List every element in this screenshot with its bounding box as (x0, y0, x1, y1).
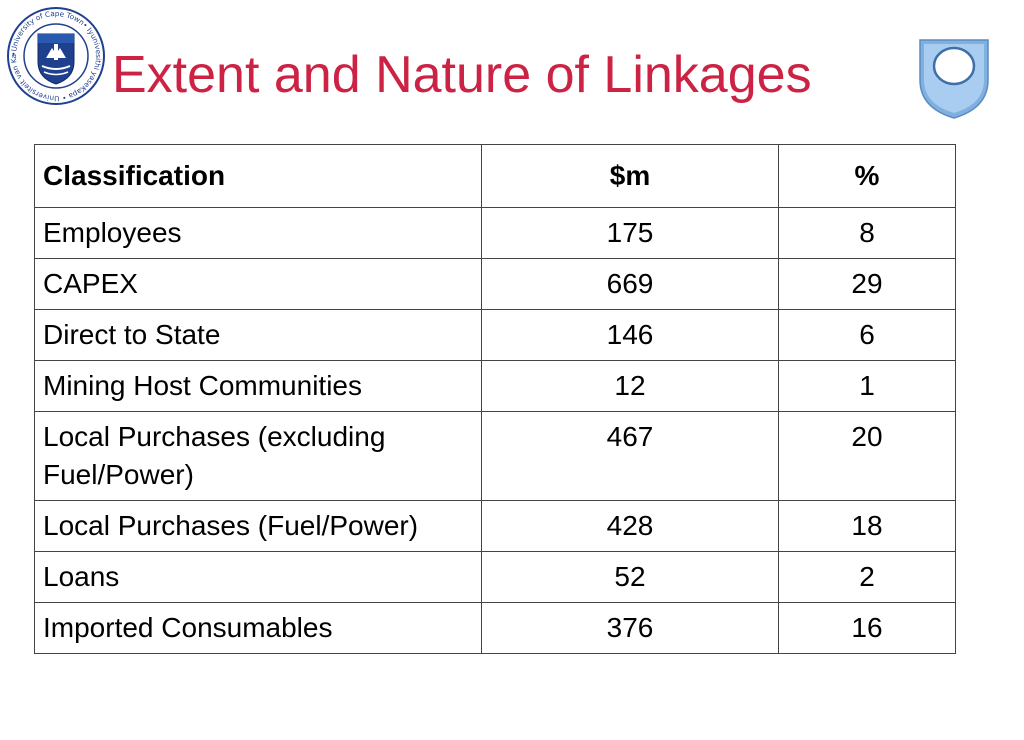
header-classification: Classification (34, 144, 482, 208)
cell-amount: 376 (481, 602, 779, 654)
cell-classification: Mining Host Communities (34, 360, 482, 412)
cell-classification: Local Purchases (excluding Fuel/Power) (34, 411, 482, 501)
uct-logo: •University of Cape Town• Iyunivesithi y… (0, 0, 110, 106)
cell-classification: Local Purchases (Fuel/Power) (34, 500, 482, 552)
slide-title: Extent and Nature of Linkages (112, 46, 812, 104)
linkages-table: Classification $m % Employees 175 8 CAPE… (34, 144, 956, 654)
open-university-logo (916, 36, 992, 120)
table-row: Imported Consumables 376 16 (34, 602, 956, 654)
table-row: Local Purchases (Fuel/Power) 428 18 (34, 500, 956, 552)
cell-percent: 8 (778, 207, 956, 259)
cell-classification: CAPEX (34, 258, 482, 310)
header-amount: $m (481, 144, 779, 208)
cell-classification: Direct to State (34, 309, 482, 361)
table-row: Direct to State 146 6 (34, 309, 956, 361)
cell-classification: Imported Consumables (34, 602, 482, 654)
table-header-row: Classification $m % (34, 144, 956, 208)
cell-percent: 2 (778, 551, 956, 603)
cell-amount: 428 (481, 500, 779, 552)
cell-amount: 52 (481, 551, 779, 603)
table-row: Employees 175 8 (34, 207, 956, 259)
cell-percent: 18 (778, 500, 956, 552)
cell-percent: 16 (778, 602, 956, 654)
cell-amount: 12 (481, 360, 779, 412)
table-row: Loans 52 2 (34, 551, 956, 603)
cell-amount: 669 (481, 258, 779, 310)
cell-amount: 146 (481, 309, 779, 361)
cell-percent: 29 (778, 258, 956, 310)
cell-classification: Loans (34, 551, 482, 603)
cell-amount: 175 (481, 207, 779, 259)
cell-percent: 20 (778, 411, 956, 501)
table-row: CAPEX 669 29 (34, 258, 956, 310)
table-row: Local Purchases (excluding Fuel/Power) 4… (34, 411, 956, 501)
cell-percent: 1 (778, 360, 956, 412)
cell-percent: 6 (778, 309, 956, 361)
cell-amount: 467 (481, 411, 779, 501)
header-percent: % (778, 144, 956, 208)
table-row: Mining Host Communities 12 1 (34, 360, 956, 412)
cell-classification: Employees (34, 207, 482, 259)
